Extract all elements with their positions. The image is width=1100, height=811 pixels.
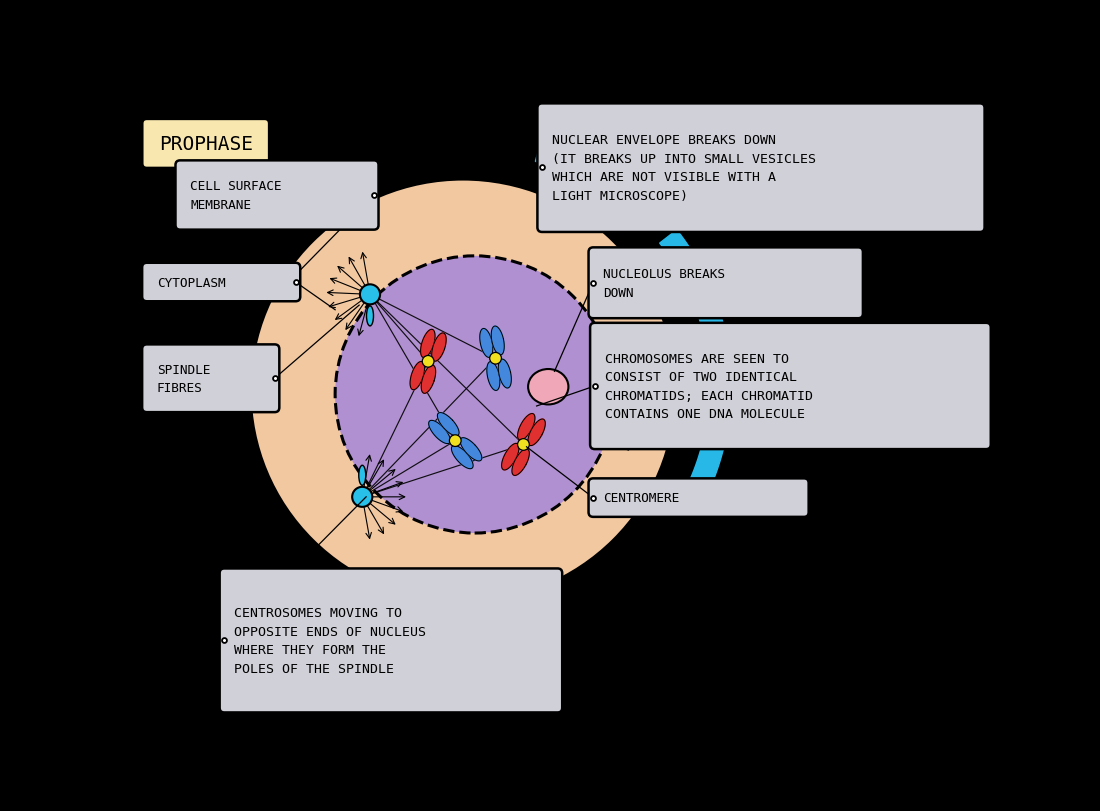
Polygon shape bbox=[410, 362, 425, 390]
Text: PROPHASE: PROPHASE bbox=[160, 135, 253, 154]
Polygon shape bbox=[420, 330, 434, 358]
Text: CENTROMERE: CENTROMERE bbox=[603, 491, 680, 504]
Polygon shape bbox=[536, 141, 647, 214]
Polygon shape bbox=[421, 366, 436, 394]
Polygon shape bbox=[623, 188, 656, 224]
Polygon shape bbox=[502, 444, 519, 470]
Text: CYTOPLASM: CYTOPLASM bbox=[157, 277, 226, 290]
Ellipse shape bbox=[359, 466, 365, 486]
FancyBboxPatch shape bbox=[142, 119, 270, 169]
Circle shape bbox=[360, 285, 381, 305]
Circle shape bbox=[490, 353, 502, 365]
FancyBboxPatch shape bbox=[142, 345, 279, 413]
Circle shape bbox=[450, 436, 461, 447]
FancyBboxPatch shape bbox=[588, 248, 862, 319]
Polygon shape bbox=[660, 230, 727, 347]
Polygon shape bbox=[451, 446, 473, 469]
Polygon shape bbox=[528, 419, 546, 446]
Polygon shape bbox=[512, 449, 529, 476]
Polygon shape bbox=[693, 341, 740, 366]
Text: SPINDLE
FIBRES: SPINDLE FIBRES bbox=[157, 363, 210, 394]
Ellipse shape bbox=[366, 307, 374, 327]
FancyBboxPatch shape bbox=[538, 105, 984, 233]
Circle shape bbox=[250, 179, 676, 603]
Circle shape bbox=[352, 487, 372, 507]
Polygon shape bbox=[518, 414, 535, 440]
Text: NUCLEAR ENVELOPE BREAKS DOWN
(IT BREAKS UP INTO SMALL VESICLES
WHICH ARE NOT VIS: NUCLEAR ENVELOPE BREAKS DOWN (IT BREAKS … bbox=[552, 135, 816, 203]
Circle shape bbox=[336, 256, 614, 534]
Polygon shape bbox=[480, 329, 493, 358]
Polygon shape bbox=[675, 480, 719, 510]
Text: CHROMOSOMES ARE SEEN TO
CONSIST OF TWO IDENTICAL
CHROMATIDS; EACH CHROMATID
CONT: CHROMOSOMES ARE SEEN TO CONSIST OF TWO I… bbox=[605, 352, 813, 421]
Text: NUCLEOLUS BREAKS
DOWN: NUCLEOLUS BREAKS DOWN bbox=[603, 268, 725, 299]
Polygon shape bbox=[429, 421, 450, 444]
FancyBboxPatch shape bbox=[590, 324, 991, 449]
Polygon shape bbox=[498, 359, 512, 388]
FancyBboxPatch shape bbox=[176, 161, 378, 230]
Polygon shape bbox=[438, 413, 459, 436]
Polygon shape bbox=[688, 374, 732, 495]
Text: CELL SURFACE
MEMBRANE: CELL SURFACE MEMBRANE bbox=[190, 180, 282, 212]
FancyBboxPatch shape bbox=[142, 264, 300, 302]
Polygon shape bbox=[460, 438, 482, 461]
Polygon shape bbox=[431, 333, 447, 362]
Ellipse shape bbox=[528, 370, 569, 405]
Polygon shape bbox=[487, 362, 499, 391]
Circle shape bbox=[518, 439, 529, 451]
FancyBboxPatch shape bbox=[588, 478, 808, 517]
Circle shape bbox=[422, 356, 435, 367]
FancyBboxPatch shape bbox=[220, 569, 562, 713]
Polygon shape bbox=[492, 327, 504, 355]
Text: CENTROSOMES MOVING TO
OPPOSITE ENDS OF NUCLEUS
WHERE THEY FORM THE
POLES OF THE : CENTROSOMES MOVING TO OPPOSITE ENDS OF N… bbox=[234, 607, 427, 675]
